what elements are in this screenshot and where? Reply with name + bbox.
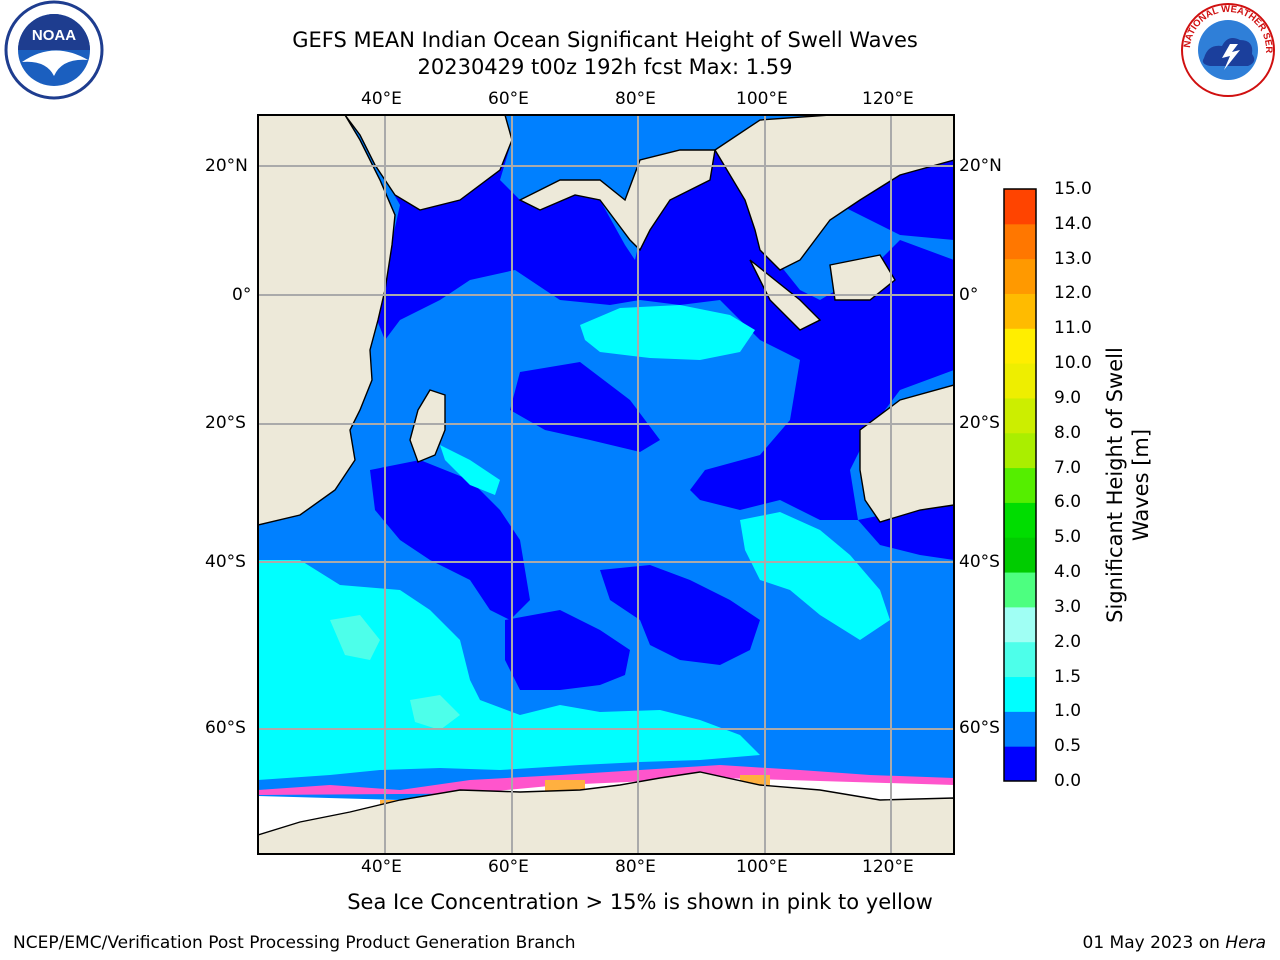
- national-weather-service-logo-icon: NATIONAL WEATHER SERVICE: [1175, 0, 1278, 104]
- footer-machine: Hera: [1225, 933, 1266, 953]
- swell-band-1.5-2.0: [330, 615, 460, 730]
- lat-label-left: 0°: [232, 285, 252, 305]
- chart-subtitle: 20230429 t00z 192h fcst Max: 1.59: [417, 55, 793, 79]
- noaa-logo-text: NOAA: [32, 27, 76, 44]
- colorbar-swatch: [1004, 676, 1036, 712]
- colorbar: [1003, 188, 1037, 786]
- graticule: [258, 115, 954, 854]
- footer-date-text: 01 May 2023 on: [1082, 933, 1226, 953]
- lon-label-top: 40°E: [361, 89, 402, 109]
- colorbar-tick-label: 10.0: [1054, 353, 1092, 374]
- land: [258, 115, 954, 854]
- colorbar-tick-label: 14.0: [1054, 213, 1092, 234]
- colorbar-tick-label: 13.0: [1054, 248, 1092, 269]
- colorbar-swatch: [1004, 606, 1036, 643]
- colorbar-swatch: [1004, 746, 1036, 782]
- colorbar-tick-label: 1.0: [1054, 701, 1082, 722]
- colorbar-tick-label: 5.0: [1054, 527, 1082, 548]
- chart-title: GEFS MEAN Indian Ocean Significant Heigh…: [292, 28, 918, 52]
- lon-label-bottom: 60°E: [488, 857, 529, 877]
- colorbar-swatch: [1004, 711, 1036, 747]
- lon-label-bottom: 80°E: [615, 857, 656, 877]
- colorbar-tick-label: 2.0: [1054, 631, 1082, 652]
- colorbar-swatch: [1004, 572, 1036, 608]
- colorbar-tick-label: 8.0: [1054, 422, 1082, 443]
- colorbar-tick-label: 7.0: [1054, 457, 1082, 478]
- colorbar-swatch: [1004, 363, 1036, 399]
- lat-label-right: 60°S: [959, 718, 1000, 738]
- colorbar-swatch: [1004, 641, 1036, 678]
- colorbar-tick-label: 15.0: [1054, 179, 1092, 199]
- colorbar-swatch: [1004, 397, 1036, 434]
- colorbar-tick-label: 11.0: [1054, 318, 1092, 339]
- lon-label-top: 120°E: [862, 89, 914, 109]
- lon-label-top: 100°E: [736, 89, 788, 109]
- lat-label-right: 40°S: [959, 552, 1000, 572]
- colorbar-swatches: [1003, 188, 1037, 782]
- lat-label-right: 0°: [959, 285, 979, 305]
- lon-label-top: 80°E: [615, 89, 656, 109]
- map-frame: [257, 114, 955, 855]
- lat-label-left: 40°S: [205, 552, 246, 572]
- lat-label-left: 60°S: [205, 718, 246, 738]
- colorbar-tick-label: 1.5: [1054, 666, 1082, 687]
- colorbar-swatch: [1004, 223, 1036, 260]
- colorbar-swatch: [1004, 502, 1036, 538]
- sea-ice-caption: Sea Ice Concentration > 15% is shown in …: [347, 890, 933, 914]
- colorbar-swatch: [1004, 258, 1036, 294]
- lat-label-right: 20°S: [959, 413, 1000, 433]
- footer-date: 01 May 2023 on Hera: [1083, 933, 1267, 953]
- map-panel: [257, 114, 955, 855]
- lon-label-top: 60°E: [488, 89, 529, 109]
- colorbar-swatch: [1004, 537, 1036, 573]
- colorbar-swatch: [1004, 328, 1036, 364]
- colorbar-swatch: [1004, 293, 1036, 329]
- colorbar-frame: [1003, 188, 1037, 782]
- colorbar-swatch: [1004, 189, 1036, 225]
- colorbar-tick-label: 4.0: [1054, 562, 1082, 583]
- lon-label-bottom: 40°E: [361, 857, 402, 877]
- colorbar-tick-label: 12.0: [1054, 283, 1092, 304]
- colorbar-tick-label: 9.0: [1054, 387, 1082, 408]
- lon-label-bottom: 100°E: [736, 857, 788, 877]
- lat-label-right: 20°N: [959, 156, 1002, 176]
- colorbar-tick-label: 0.5: [1054, 736, 1082, 757]
- colorbar-tick-label: 0.0: [1054, 771, 1082, 791]
- noaa-logo-icon: NOAA: [2, 0, 106, 104]
- lat-label-left: 20°S: [205, 413, 246, 433]
- footer-branch: NCEP/EMC/Verification Post Processing Pr…: [13, 933, 576, 953]
- lat-label-left: 20°N: [205, 156, 248, 176]
- swell-band-1.0-1.5: [258, 305, 890, 780]
- colorbar-tick-label: 6.0: [1054, 492, 1082, 513]
- colorbar-label: Significant Height of Swell Waves [m]: [1103, 347, 1153, 623]
- colorbar-tick-label: 3.0: [1054, 596, 1082, 617]
- colorbar-swatch: [1004, 467, 1036, 503]
- colorbar-swatch: [1004, 432, 1036, 469]
- lon-label-bottom: 120°E: [862, 857, 914, 877]
